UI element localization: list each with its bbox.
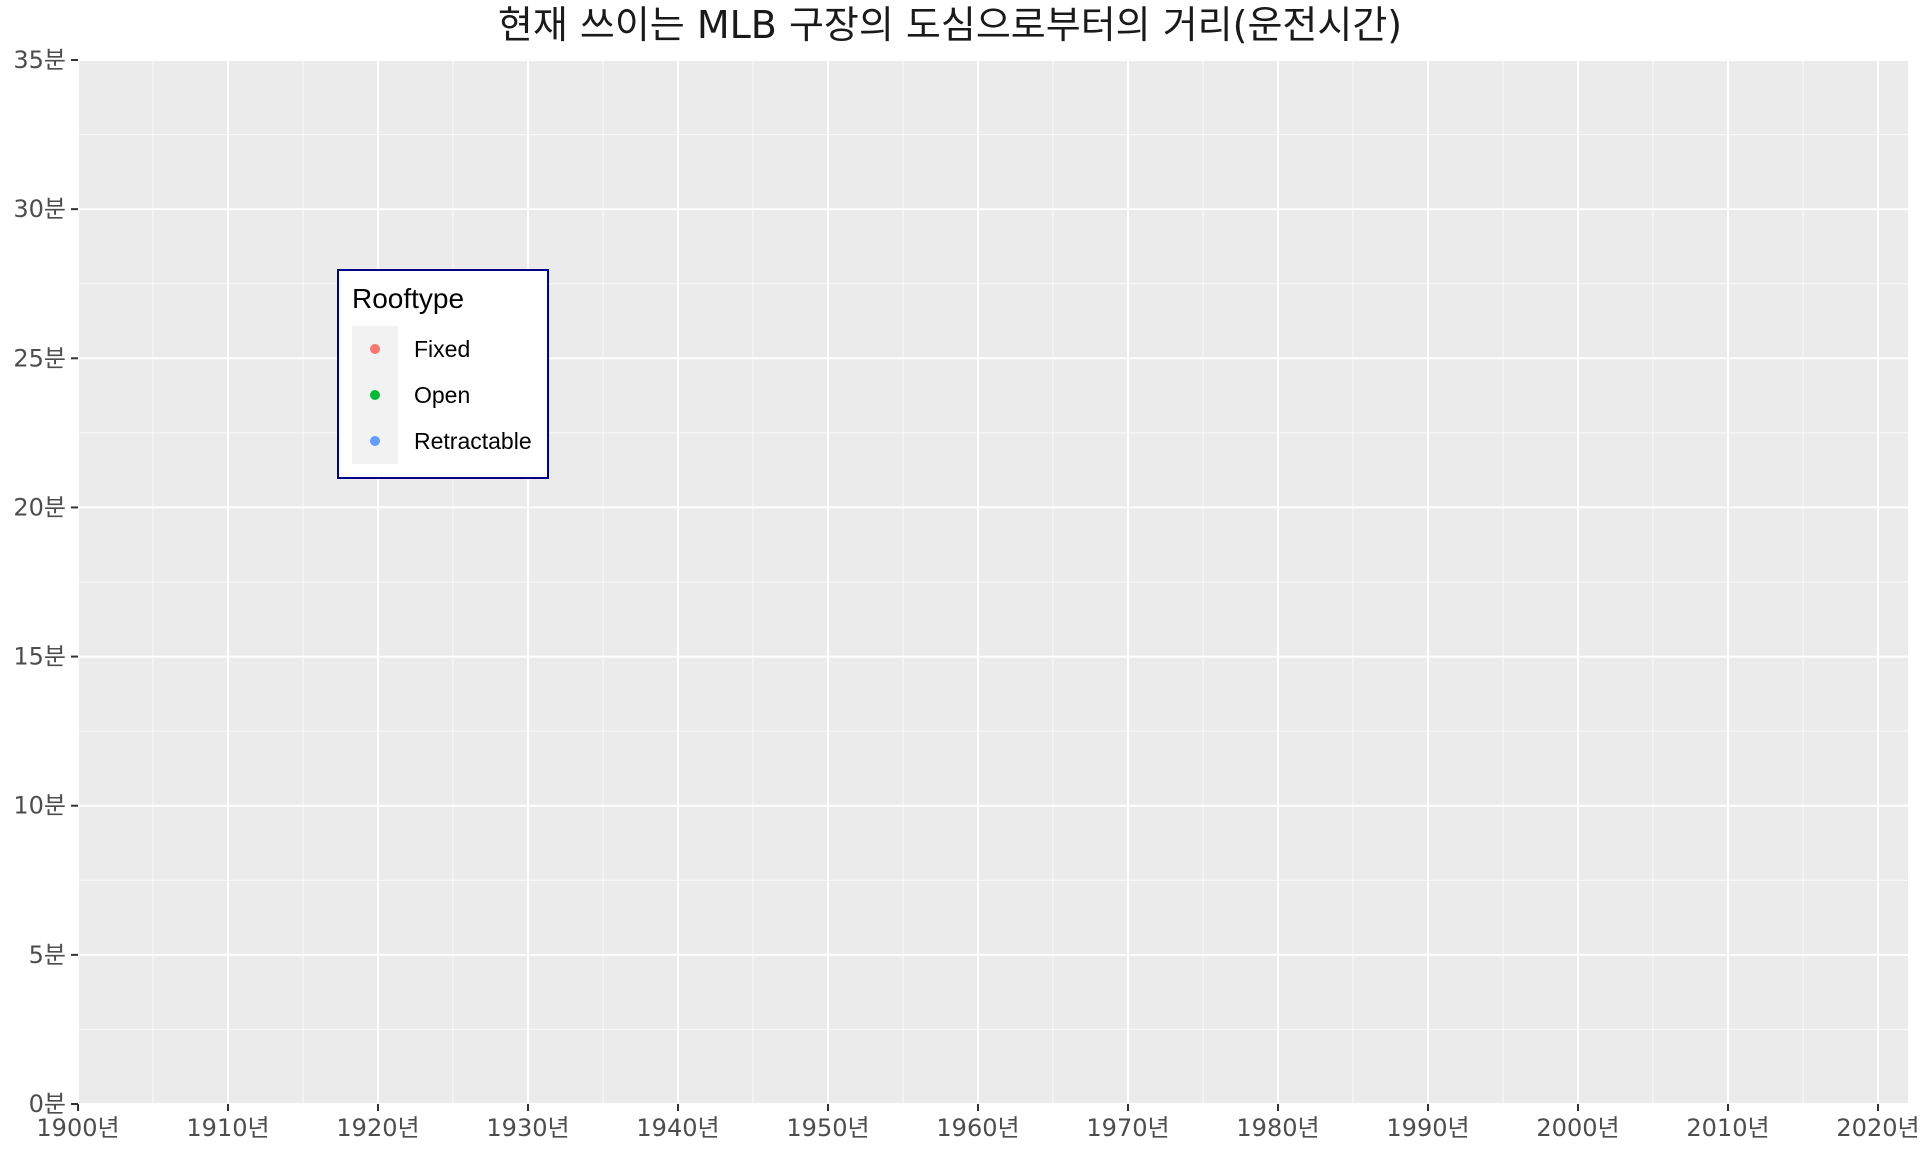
legend-title: Rooftype xyxy=(352,283,464,314)
x-tick-label: 2000년 xyxy=(1536,1114,1619,1142)
x-tick-label: 2010년 xyxy=(1686,1114,1769,1142)
x-tick-label: 1950년 xyxy=(786,1114,869,1142)
y-tick-label: 35분 xyxy=(13,46,66,74)
y-tick-label: 0분 xyxy=(29,1090,66,1118)
x-tick-label: 1930년 xyxy=(486,1114,569,1142)
x-tick-label: 1920년 xyxy=(336,1114,419,1142)
legend-key-marker xyxy=(370,344,380,354)
x-tick-label: 1960년 xyxy=(936,1114,1019,1142)
legend-key-marker xyxy=(370,390,380,400)
legend-key-marker xyxy=(370,436,380,446)
x-tick-label: 1900년 xyxy=(36,1114,119,1142)
y-tick-label: 5분 xyxy=(29,941,66,969)
y-tick-label: 15분 xyxy=(13,643,66,671)
y-tick-label: 10분 xyxy=(13,792,66,820)
y-tick-label: 20분 xyxy=(13,493,66,521)
chart-title: 현재 쓰이는 MLB 구장의 도심으로부터의 거리(운전시간) xyxy=(498,3,1402,47)
x-tick-label: 1990년 xyxy=(1386,1114,1469,1142)
y-tick-label: 25분 xyxy=(13,344,66,372)
grid-lines xyxy=(77,59,1908,1105)
legend-entry-label: Retractable xyxy=(414,428,532,454)
x-tick-label: 1910년 xyxy=(186,1114,269,1142)
legend-entry-label: Fixed xyxy=(414,336,470,362)
legend-entry-label: Open xyxy=(414,382,470,408)
x-tick-label: 1970년 xyxy=(1086,1114,1169,1142)
axes: 1900년 1910년 1920년 1930년 1940년 1950년 1960년 1970년… xyxy=(13,46,1919,1142)
legend: Rooftype Fixed Open Retractable xyxy=(337,269,549,479)
x-tick-label: 1980년 xyxy=(1236,1114,1319,1142)
x-tick-label: 2020년 xyxy=(1836,1114,1919,1142)
x-tick-label: 1940년 xyxy=(636,1114,719,1142)
y-tick-label: 30분 xyxy=(13,195,66,223)
